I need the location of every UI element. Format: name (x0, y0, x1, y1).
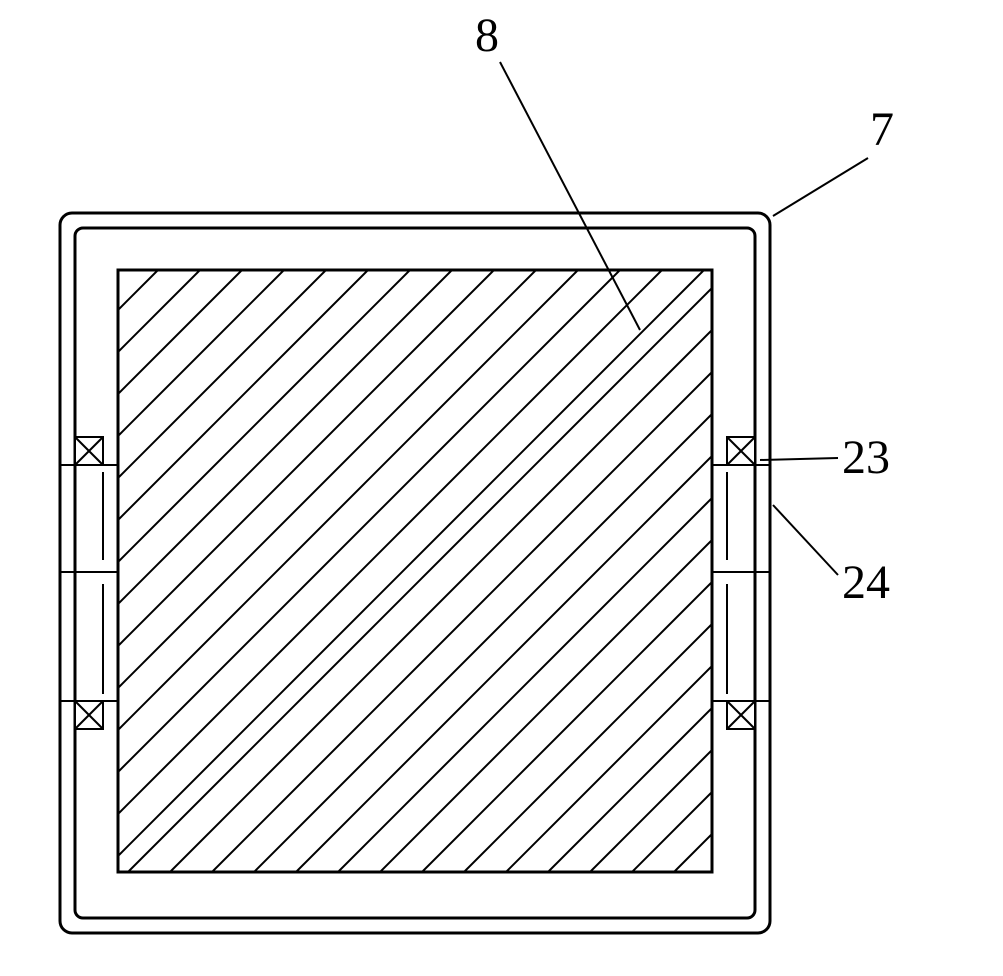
hatch-pattern (118, 270, 712, 872)
left-slots (60, 437, 118, 729)
right-slots (712, 437, 770, 729)
callout-label-23: 23 (842, 430, 890, 485)
technical-diagram: 8 7 23 24 (0, 0, 1003, 971)
leader-lines (500, 62, 868, 575)
callout-label-8: 8 (475, 8, 499, 63)
outer-frame (60, 213, 770, 933)
diagram-svg (0, 0, 1003, 971)
inner-panel (118, 270, 712, 872)
callout-label-24: 24 (842, 555, 890, 610)
callout-label-7: 7 (870, 102, 894, 157)
